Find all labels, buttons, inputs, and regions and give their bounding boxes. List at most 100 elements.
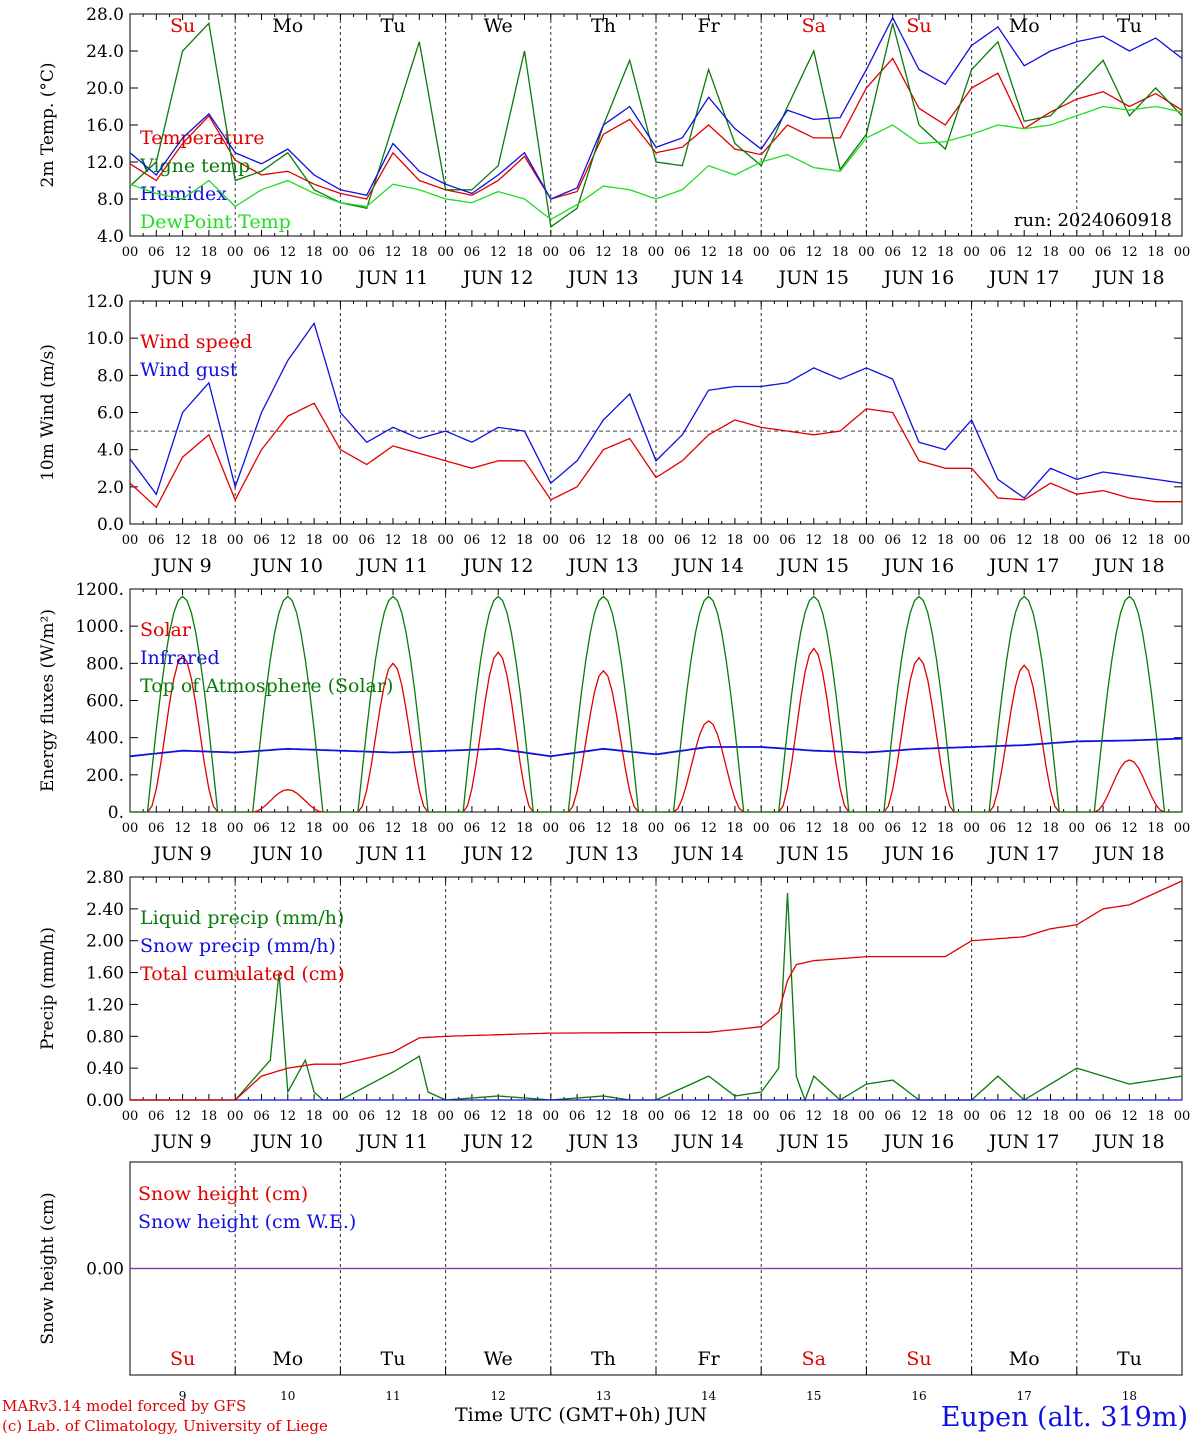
date-label: JUN 17 [987, 843, 1059, 865]
hour-tick-label: 18 [201, 533, 218, 548]
hour-tick-label: 00 [1174, 1109, 1191, 1124]
hour-tick-label: 00 [1174, 821, 1191, 836]
hour-tick-label: 00 [648, 533, 665, 548]
day-number-label: 14 [701, 1389, 717, 1403]
y-tick-label: 8.0 [97, 190, 124, 210]
y-tick-label: 12.0 [86, 292, 124, 312]
weekday-label: Tu [381, 1348, 406, 1370]
hour-tick-label: 00 [1069, 245, 1086, 260]
hour-tick-label: 00 [437, 245, 454, 260]
panel-frame [129, 300, 1183, 525]
series-line-temperature [129, 57, 1183, 200]
weekday-label: Mo [272, 15, 303, 37]
date-label: JUN 13 [566, 555, 638, 577]
day-number-label: 12 [491, 1389, 506, 1403]
hour-tick-label: 06 [464, 533, 481, 548]
hour-tick-label: 06 [464, 245, 481, 260]
legend-entry: Snow precip (mm/h) [140, 935, 336, 957]
weekday-label: Tu [1117, 15, 1142, 37]
weekday-label: Sa [802, 1348, 826, 1370]
y-tick-label: 1200. [75, 580, 124, 600]
hour-tick-label: 00 [858, 245, 875, 260]
hour-tick-label: 18 [411, 821, 428, 836]
hour-tick-label: 12 [700, 245, 717, 260]
date-label: JUN 11 [356, 843, 428, 865]
hour-tick-label: 00 [1069, 821, 1086, 836]
date-label: JUN 16 [882, 267, 954, 289]
y-tick-label: 0.00 [86, 1260, 124, 1280]
y-tick-label: 4.0 [97, 227, 124, 247]
date-label: JUN 11 [356, 267, 428, 289]
date-label: JUN 12 [461, 1131, 533, 1153]
day-number-label: 13 [596, 1389, 611, 1403]
y-tick-label: 10.0 [86, 329, 124, 349]
y-tick-label: 1.60 [86, 964, 124, 984]
y-axis-title: 2m Temp. (°C) [38, 62, 58, 187]
hour-tick-label: 00 [753, 245, 770, 260]
series-line-vigne-temp [129, 21, 1183, 228]
hour-tick-label: 00 [332, 245, 349, 260]
y-axis-title: Snow height (cm) [38, 1192, 58, 1344]
hour-tick-label: 06 [884, 533, 901, 548]
hour-tick-label: 18 [937, 533, 954, 548]
hour-tick-label: 12 [1016, 245, 1033, 260]
legend-entry: Solar [140, 619, 192, 641]
hour-tick-label: 06 [358, 245, 375, 260]
hour-tick-label: 06 [569, 245, 586, 260]
date-label: JUN 13 [566, 1131, 638, 1153]
hour-tick-label: 00 [753, 821, 770, 836]
hour-tick-label: 18 [1042, 245, 1059, 260]
hour-tick-label: 12 [280, 245, 297, 260]
series-line-humidex [129, 16, 1183, 200]
series-line-wind-gust [129, 321, 1183, 499]
hour-tick-label: 06 [253, 533, 270, 548]
weekday-label: Tu [381, 15, 406, 37]
y-tick-label: 2.00 [86, 932, 124, 952]
y-tick-label: 1.20 [86, 995, 124, 1015]
hour-tick-label: 12 [911, 245, 928, 260]
date-label: JUN 18 [1092, 843, 1164, 865]
hour-tick-label: 00 [122, 1109, 139, 1124]
legend-entry: Infrared [140, 647, 220, 669]
hour-tick-label: 06 [148, 1109, 165, 1124]
hour-tick-label: 12 [595, 245, 612, 260]
hour-tick-label: 06 [358, 533, 375, 548]
series-line-top-of-atmosphere-solar- [130, 595, 1182, 813]
hour-tick-label: 00 [1069, 533, 1086, 548]
hour-tick-label: 18 [727, 245, 744, 260]
hour-tick-label: 12 [174, 533, 191, 548]
hour-tick-label: 12 [490, 821, 507, 836]
date-label: JUN 15 [777, 843, 849, 865]
date-label: JUN 14 [671, 1131, 743, 1153]
hour-tick-label: 06 [674, 821, 691, 836]
y-tick-label: 24.0 [86, 42, 124, 62]
date-label: JUN 18 [1092, 267, 1164, 289]
date-label: JUN 18 [1092, 1131, 1164, 1153]
hour-tick-label: 00 [122, 821, 139, 836]
hour-tick-label: 18 [621, 1109, 638, 1124]
hour-tick-label: 18 [1042, 533, 1059, 548]
hour-tick-label: 00 [858, 533, 875, 548]
hour-tick-label: 06 [253, 821, 270, 836]
hour-tick-label: 18 [201, 245, 218, 260]
hour-tick-label: 18 [516, 245, 533, 260]
lab-credit: (c) Lab. of Climatology, University of L… [2, 1417, 328, 1435]
hour-tick-label: 12 [595, 533, 612, 548]
hour-tick-label: 00 [332, 533, 349, 548]
date-label: JUN 14 [671, 843, 743, 865]
hour-tick-label: 18 [621, 533, 638, 548]
series-line-total-cumulated-cm- [130, 880, 1183, 1101]
y-tick-label: 800. [86, 654, 124, 674]
hour-tick-label: 18 [306, 533, 323, 548]
y-tick-label: 2.80 [86, 868, 124, 888]
y-tick-label: 12.0 [86, 153, 124, 173]
series-line-dewpoint-temp [129, 105, 1183, 221]
hour-tick-label: 00 [858, 1109, 875, 1124]
date-label: JUN 9 [151, 843, 211, 865]
date-label: JUN 10 [251, 843, 323, 865]
hour-tick-label: 06 [464, 1109, 481, 1124]
y-axis-title: 10m Wind (m/s) [38, 344, 58, 481]
legend-entry: DewPoint Temp [140, 211, 291, 233]
hour-tick-label: 00 [543, 533, 560, 548]
y-tick-label: 0.00 [86, 1091, 124, 1111]
